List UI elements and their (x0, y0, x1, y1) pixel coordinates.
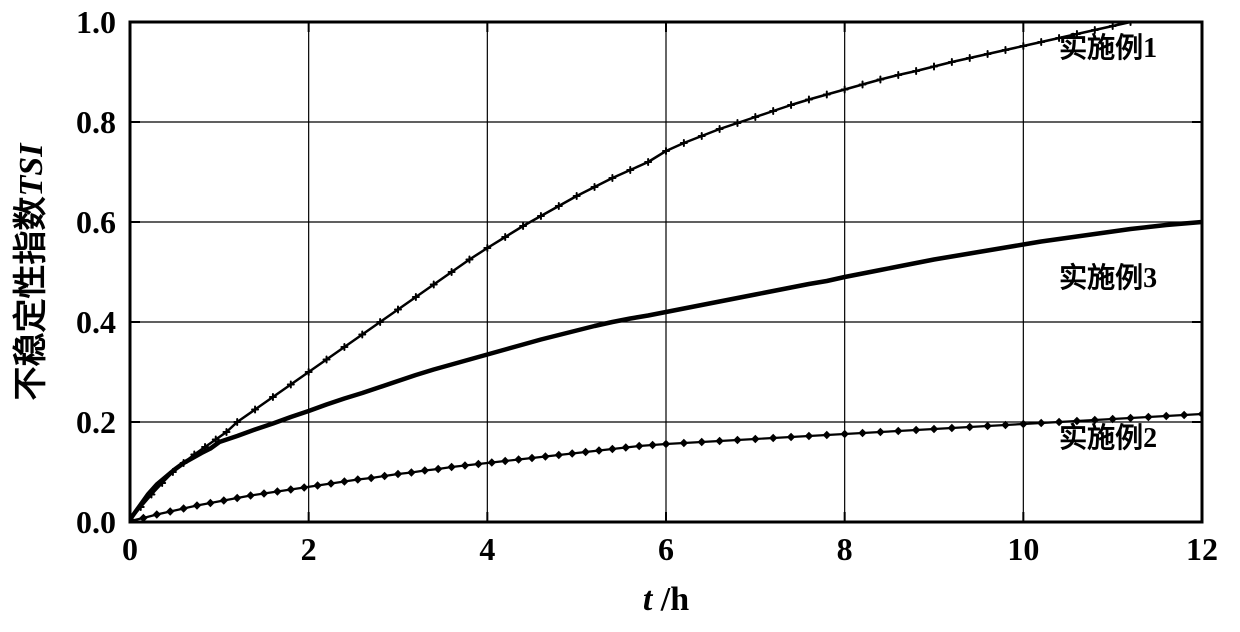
y-axis-label: 不稳定性指数TSI (12, 142, 50, 401)
ytick-label: 0.0 (76, 504, 116, 540)
xtick-label: 6 (658, 531, 674, 567)
series-label-series2: 实施例2 (1059, 421, 1157, 454)
xtick-label: 10 (1007, 531, 1039, 567)
x-axis-label: t /h (643, 581, 689, 618)
xtick-label: 0 (122, 531, 138, 567)
xtick-label: 4 (479, 531, 495, 567)
ytick-label: 0.4 (76, 304, 116, 340)
series-label-series1: 实施例1 (1059, 31, 1157, 64)
ytick-label: 1.0 (76, 4, 116, 40)
ytick-label: 0.2 (76, 404, 116, 440)
xtick-label: 12 (1186, 531, 1218, 567)
xtick-label: 8 (837, 531, 853, 567)
ytick-label: 0.8 (76, 104, 116, 140)
series-label-series3: 实施例3 (1059, 261, 1157, 294)
ytick-label: 0.6 (76, 204, 116, 240)
xtick-label: 2 (301, 531, 317, 567)
